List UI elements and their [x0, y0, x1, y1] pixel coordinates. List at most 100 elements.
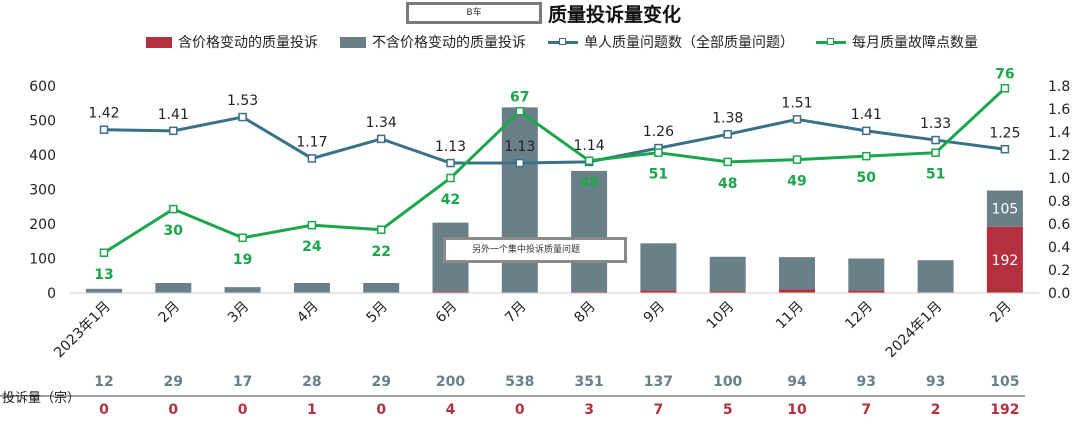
data-label-per-person: 1.13: [435, 139, 466, 155]
point-monthly: [169, 204, 178, 214]
y-left-tick-label: 500: [29, 114, 56, 130]
bar-nonprice: [917, 260, 954, 293]
point-monthly: [862, 151, 871, 161]
table-cell-price: 3: [584, 402, 594, 418]
bar-nonprice: [986, 190, 1023, 227]
point-monthly: [446, 173, 455, 183]
legend-item-nonprice: 不含价格变动的质量投诉: [340, 32, 526, 52]
point-monthly: [654, 148, 663, 157]
legend-item-per-person: 单人质量问题数（全部质量问题）: [548, 32, 794, 52]
table-cell-nonprice: 94: [787, 374, 807, 390]
bar-price: [779, 289, 815, 293]
data-label-monthly: 51: [649, 167, 668, 183]
bar-price: [640, 290, 677, 293]
point-monthly: [515, 107, 525, 116]
point-monthly: [238, 233, 247, 243]
x-tick-label: 7月: [502, 299, 530, 327]
data-label-per-person: 1.17: [296, 134, 327, 150]
data-label-monthly: 76: [995, 66, 1014, 82]
table-cell-nonprice: 351: [574, 374, 603, 390]
data-label-per-person: 1.53: [227, 93, 258, 109]
annotation-note: 另外一个集中投诉质量问题: [443, 237, 627, 263]
bar-nonprice: [571, 170, 608, 292]
data-label-monthly: 19: [233, 252, 252, 268]
point-per-person: [1000, 145, 1010, 154]
bar-price: [986, 226, 1023, 293]
data-label-per-person: 1.26: [643, 124, 674, 140]
point-per-person: [792, 115, 802, 124]
chart-title: 质量投诉量变化: [548, 4, 682, 26]
bar-nonprice: [363, 282, 400, 293]
bar-price: [709, 291, 746, 293]
data-label-per-person: 1.14: [574, 138, 605, 154]
point-per-person: [446, 158, 455, 168]
point-monthly: [376, 225, 386, 234]
bar-nonprice: [640, 243, 677, 291]
point-per-person: [723, 130, 732, 139]
y-right-tick-label: 0.0: [1048, 286, 1070, 302]
bar-nonprice: [155, 282, 192, 293]
line-monthly: [103, 87, 1006, 255]
point-per-person: [862, 126, 871, 136]
point-per-person: [307, 154, 317, 163]
point-per-person: [515, 158, 525, 168]
table-cell-nonprice: 93: [926, 374, 945, 390]
bar-price: [432, 291, 469, 293]
line-per-person: [103, 115, 1006, 165]
legend-swatch-nonprice: [340, 36, 366, 48]
legend-label-nonprice: 不含价格变动的质量投诉: [372, 35, 526, 51]
table-cell-price: 0: [99, 402, 109, 418]
bar-nonprice: [224, 287, 261, 293]
legend-label-per-person: 单人质量问题数（全部质量问题）: [584, 35, 794, 51]
point-monthly: [1000, 84, 1010, 93]
table-cell-nonprice: 538: [505, 374, 534, 390]
bar-nonprice: [848, 258, 885, 291]
data-label-monthly: 42: [441, 192, 460, 208]
y-right-tick-label: 1.6: [1048, 102, 1070, 118]
legend-item-price: 含价格变动的质量投诉: [146, 32, 318, 52]
point-monthly: [99, 248, 109, 257]
x-tick-label: 5月: [364, 299, 392, 327]
y-right-tick-label: 1.4: [1048, 125, 1070, 141]
x-tick-label: 11月: [773, 299, 807, 333]
legend-label-price: 含价格变动的质量投诉: [178, 35, 318, 51]
table-cell-price: 0: [376, 402, 386, 418]
y-left-tick-label: 0: [47, 286, 56, 302]
table-cell-nonprice: 29: [371, 374, 390, 390]
table-row-label: 投诉量（宗）: [2, 391, 81, 406]
x-tick-label: 9月: [641, 299, 669, 327]
table-cell-nonprice: 137: [644, 374, 673, 390]
bar-nonprice: [86, 288, 122, 293]
y-right-tick-label: 1.2: [1048, 148, 1070, 164]
table-cell-price: 0: [168, 402, 178, 418]
legend-item-monthly: 每月质量故障点数量: [816, 32, 978, 52]
table-cell-price: 1: [307, 402, 317, 418]
legend-label-monthly: 每月质量故障点数量: [852, 35, 978, 51]
y-left-tick-label: 400: [29, 148, 56, 164]
data-label-per-person: 1.25: [989, 125, 1020, 141]
table-cell-price: 2: [931, 402, 941, 418]
x-tick-label: 2024年1月: [883, 299, 946, 362]
table-cell-nonprice: 105: [990, 374, 1019, 390]
point-per-person: [931, 135, 940, 145]
table-cell-price: 0: [515, 402, 525, 418]
data-label-per-person: 1.38: [712, 110, 743, 126]
bar-price: [571, 291, 608, 293]
data-label-monthly: 22: [371, 244, 390, 260]
table-cell-nonprice: 100: [713, 374, 742, 390]
table-cell-nonprice: 29: [164, 374, 183, 390]
data-label-monthly: 30: [164, 223, 184, 239]
data-label-per-person: 1.41: [851, 107, 882, 123]
table-cell-price: 5: [723, 402, 733, 418]
data-label-per-person: 1.13: [504, 139, 535, 155]
data-label-monthly: 24: [302, 239, 322, 255]
y-right-tick-label: 0.2: [1048, 263, 1070, 279]
data-label-monthly: 48: [579, 175, 598, 191]
table-cell-price: 10: [787, 402, 807, 418]
title-badge: B车: [406, 2, 542, 24]
legend-swatch-per-person: [548, 36, 578, 48]
data-label-monthly: 67: [510, 89, 529, 105]
table-cell-nonprice: 93: [857, 374, 876, 390]
point-monthly: [307, 220, 317, 230]
